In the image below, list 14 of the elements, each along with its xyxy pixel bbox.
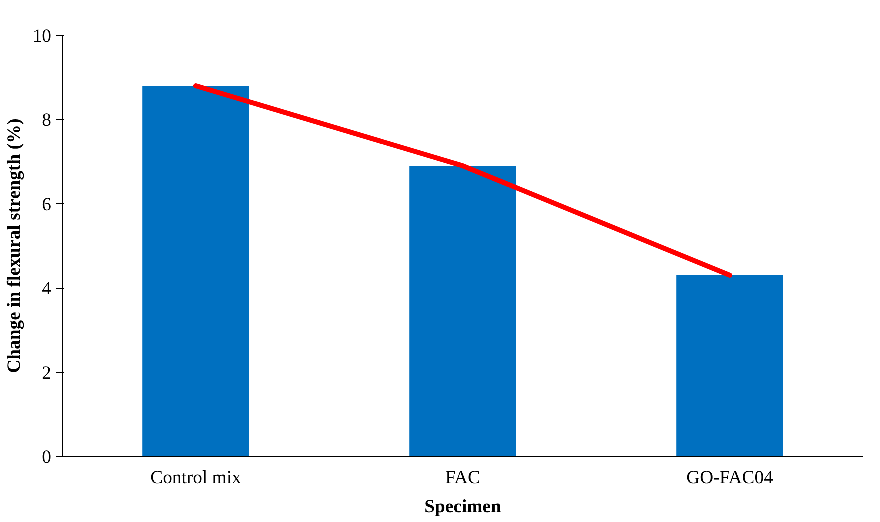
x-tick-label: Control mix: [150, 468, 242, 488]
x-tick-label: FAC: [446, 468, 480, 488]
bar: [410, 166, 516, 456]
y-axis-title: Change in flexural strength (%): [4, 118, 25, 374]
x-axis-title: Specimen: [424, 496, 502, 518]
y-tick-label: 2: [42, 362, 52, 384]
y-tick-label: 10: [32, 26, 52, 47]
bar: [676, 275, 784, 456]
bar: [142, 86, 250, 456]
y-tick-label: 4: [42, 278, 52, 300]
y-tick-label: 6: [42, 194, 52, 216]
x-tick-label: GO-FAC04: [686, 468, 774, 488]
y-tick-label: 8: [42, 110, 52, 132]
y-tick-label: 0: [42, 447, 52, 468]
